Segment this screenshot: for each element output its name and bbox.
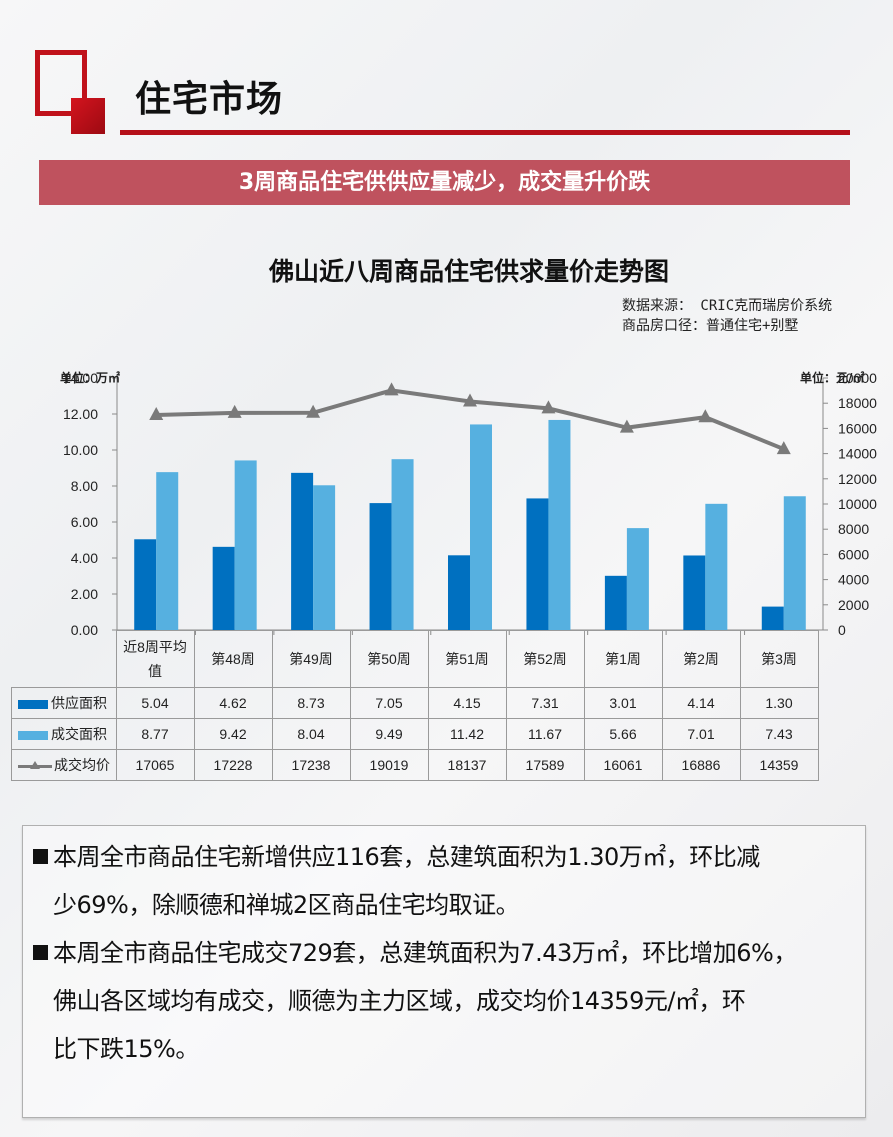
table-cell: 5.04 <box>115 687 195 719</box>
table-cell: 7.01 <box>661 718 741 750</box>
header-decor-frame <box>35 50 87 116</box>
table-header-row: 近8周平均值 第48周 第49周 第50周 第51周 第52周 第1周 第2周 … <box>11 630 819 688</box>
svg-text:2000: 2000 <box>838 597 869 613</box>
column-header: 第51周 <box>427 630 507 688</box>
table-row-supply: 供应面积 5.04 4.62 8.73 7.05 4.15 7.31 3.01 … <box>11 687 819 719</box>
line-triangle-marker-icon <box>18 760 52 772</box>
chart-axes: 0.002.004.006.008.0010.0012.0014.0002000… <box>63 370 877 638</box>
price-line-series <box>149 382 791 455</box>
right-axis-unit: 单位：元/㎡ <box>800 371 865 385</box>
table-cell: 1.30 <box>739 687 819 719</box>
svg-text:2.00: 2.00 <box>71 586 98 602</box>
svg-text:18000: 18000 <box>838 395 877 411</box>
table-cell: 17065 <box>115 749 195 781</box>
table-cell: 17238 <box>271 749 351 781</box>
legend-deal-area: 成交面积 <box>11 718 117 750</box>
svg-text:8.00: 8.00 <box>71 478 98 494</box>
summary-paragraph-1: 本周全市商品住宅新增供应116套，总建筑面积为1.30万㎡，环比减 少69%，除… <box>33 833 873 929</box>
column-header: 近8周平均值 <box>115 630 195 688</box>
table-cell: 4.14 <box>661 687 741 719</box>
svg-text:6000: 6000 <box>838 546 869 562</box>
table-cell: 8.04 <box>271 718 351 750</box>
table-cell: 3.01 <box>583 687 663 719</box>
column-header: 第49周 <box>271 630 351 688</box>
table-cell: 17589 <box>505 749 585 781</box>
table-cell: 11.42 <box>427 718 507 750</box>
svg-text:12000: 12000 <box>838 471 877 487</box>
column-header: 第2周 <box>661 630 741 688</box>
table-cell: 8.77 <box>115 718 195 750</box>
svg-text:6.00: 6.00 <box>71 514 98 530</box>
svg-text:8000: 8000 <box>838 521 869 537</box>
legend-avg-price: 成交均价 <box>11 749 117 781</box>
svg-text:4.00: 4.00 <box>71 550 98 566</box>
section-title: 住宅市场 <box>135 79 284 120</box>
table-cell: 9.49 <box>349 718 429 750</box>
chart-title: 佛山近八周商品住宅供求量价走势图 <box>268 257 669 286</box>
svg-text:10000: 10000 <box>838 496 877 512</box>
table-row-deal-area: 成交面积 8.77 9.42 8.04 9.49 11.42 11.67 5.6… <box>11 718 819 750</box>
summary-paragraph-2: 本周全市商品住宅成交729套，总建筑面积为7.43万㎡，环比增加6%， 佛山各区… <box>33 929 873 1073</box>
table-cell: 18137 <box>427 749 507 781</box>
svg-text:16000: 16000 <box>838 420 877 436</box>
table-row-avg-price: 成交均价 17065 17228 17238 19019 18137 17589… <box>11 749 819 781</box>
svg-text:12.00: 12.00 <box>63 406 98 422</box>
summary-box <box>22 825 866 1118</box>
source-line-1: 数据来源： CRIC克而瑞房价系统 <box>622 298 833 314</box>
svg-text:10.00: 10.00 <box>63 442 98 458</box>
column-header: 第50周 <box>349 630 429 688</box>
table-cell: 11.67 <box>505 718 585 750</box>
table-cell: 14359 <box>739 749 819 781</box>
table-cell: 16886 <box>661 749 741 781</box>
column-header: 第48周 <box>193 630 273 688</box>
table-cell: 19019 <box>349 749 429 781</box>
square-bullet-icon <box>33 849 48 864</box>
left-axis-unit: 单位：万㎡ <box>60 371 121 385</box>
table-cell: 16061 <box>583 749 663 781</box>
header-decor-square <box>71 98 105 134</box>
column-header: 第3周 <box>739 630 819 688</box>
table-cell: 7.43 <box>739 718 819 750</box>
combo-chart: 0.002.004.006.008.0010.0012.0014.0002000… <box>63 370 877 638</box>
table-cell: 7.31 <box>505 687 585 719</box>
column-header: 第1周 <box>583 630 663 688</box>
bar-series <box>134 419 806 630</box>
column-header: 第52周 <box>505 630 585 688</box>
headline-banner: 3周商品住宅供供应量减少，成交量升价跌 <box>39 160 850 205</box>
svg-text:14000: 14000 <box>838 446 877 462</box>
table-cell: 17228 <box>193 749 273 781</box>
supply-swatch-icon <box>18 699 48 709</box>
square-bullet-icon <box>33 945 48 960</box>
table-cell: 5.66 <box>583 718 663 750</box>
source-line-2: 商品房口径：普通住宅+别墅 <box>622 318 799 334</box>
svg-text:0: 0 <box>838 622 846 638</box>
table-cell: 7.05 <box>349 687 429 719</box>
table-cell: 4.62 <box>193 687 273 719</box>
chart-source: 数据来源： CRIC克而瑞房价系统 商品房口径：普通住宅+别墅 <box>622 296 832 336</box>
title-underline <box>120 130 850 135</box>
svg-text:14.00: 14.00 <box>63 370 98 386</box>
deal-area-swatch-icon <box>18 730 48 740</box>
legend-supply: 供应面积 <box>11 687 117 719</box>
chart-data-table: 近8周平均值 第48周 第49周 第50周 第51周 第52周 第1周 第2周 … <box>11 630 819 781</box>
table-cell: 4.15 <box>427 687 507 719</box>
svg-text:20000: 20000 <box>838 370 877 386</box>
table-cell: 9.42 <box>193 718 273 750</box>
table-cell: 8.73 <box>271 687 351 719</box>
svg-text:4000: 4000 <box>838 572 869 588</box>
